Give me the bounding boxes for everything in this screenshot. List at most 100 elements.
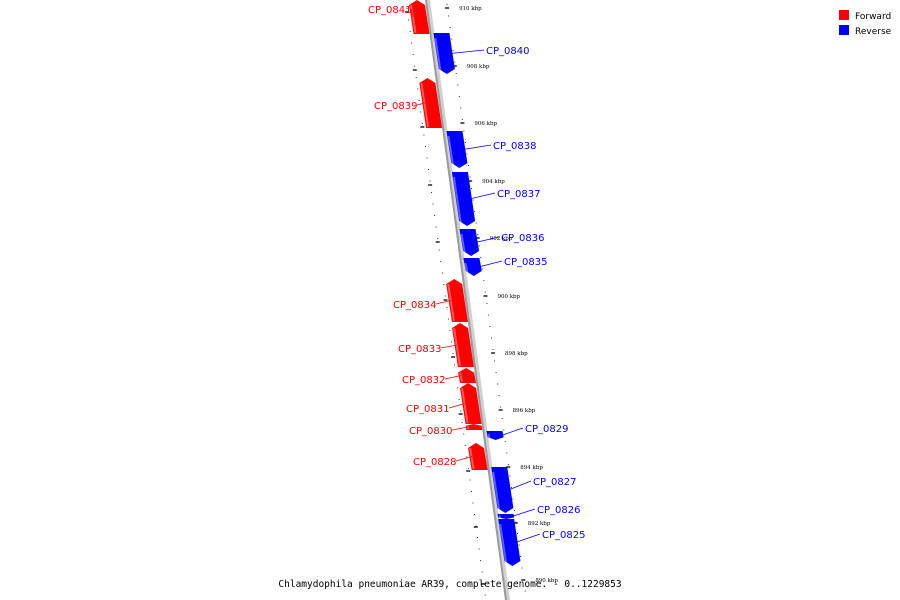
gene-label-cp-0839[interactable]: CP_0839 [374,101,417,112]
minor-tick-right [515,521,517,523]
minor-tick-left [444,295,446,297]
minor-tick-right [512,498,514,500]
minor-tick-right [497,383,499,385]
minor-tick-left [417,88,419,90]
minor-tick-right [495,372,497,373]
gene-highlight [492,471,501,513]
gene-highlight [453,327,461,367]
gene-label-cp-0836[interactable]: CP_0836 [501,233,544,244]
gene-label-cp-0827[interactable]: CP_0827 [533,477,576,488]
gene-highlight [459,372,464,383]
gene-label-cp-0841[interactable]: CP_0841 [368,5,411,16]
gene-cp-0834[interactable] [446,279,468,322]
gene-cp-0841[interactable] [409,0,430,34]
minor-tick-right [517,533,519,534]
gene-highlight [464,262,469,276]
minor-tick-right [487,314,489,316]
gene-cp-0830[interactable] [465,424,483,430]
minor-tick-left [429,180,431,182]
minor-tick-left [483,583,485,584]
gene-cp-0840[interactable] [433,33,455,74]
minor-tick-right [477,234,479,235]
gene-label-cp-0831[interactable]: CP_0831 [406,404,449,415]
gene-cp-0825[interactable] [498,519,521,566]
minor-tick-left [460,410,462,412]
gene-leader-line [455,456,472,462]
gene-cp-0835[interactable] [463,258,482,276]
minor-tick-right [501,418,503,419]
minor-tick-right [484,291,486,293]
gene-cp-0833[interactable] [452,323,474,367]
minor-tick-left [443,284,445,285]
gene-label-cp-0825[interactable]: CP_0825 [542,530,585,541]
gene-cp-0838[interactable] [446,131,468,168]
gene-cp-0836[interactable] [459,229,480,256]
minor-tick-left [424,146,426,147]
minor-tick-right [463,130,465,132]
gene-leader-line [416,102,425,106]
gene-cp-0832[interactable] [458,368,477,383]
minor-tick-left [438,249,440,251]
gene-label-cp-0840[interactable]: CP_0840 [486,46,529,57]
minor-tick-right [460,107,462,109]
minor-tick-left [412,54,414,55]
minor-tick-left [461,422,463,423]
minor-tick-left [427,169,429,170]
gene-label-cp-0834[interactable]: CP_0834 [393,300,436,311]
gene-leader-line [448,403,465,409]
gene-label-cp-0826[interactable]: CP_0826 [537,505,580,516]
minor-tick-left [484,594,486,596]
gene-cp-0826[interactable] [497,514,515,519]
minor-tick-right [471,188,473,189]
gene-label-cp-0838[interactable]: CP_0838 [493,141,536,152]
gene-label-cp-0829[interactable]: CP_0829 [525,424,568,435]
gene-highlight [420,82,430,128]
gene-label-cp-0837[interactable]: CP_0837 [497,189,540,200]
gene-cp-0827[interactable] [491,467,514,513]
gene-label-cp-0828[interactable]: CP_0828 [413,457,456,468]
legend: Forward Reverse [839,10,892,37]
gene-leader-line [451,426,468,431]
minor-tick-left [481,571,483,573]
gene-cp-0837[interactable] [451,172,476,226]
minor-tick-left [447,318,449,320]
gene-leader-line [444,375,462,380]
minor-tick-right [469,176,471,178]
minor-tick-right [494,360,496,362]
minor-tick-left [421,123,423,124]
gene-leader-line [511,508,536,517]
minor-tick-right [458,96,460,97]
minor-tick-right [521,567,523,569]
gene-label-cp-0835[interactable]: CP_0835 [504,257,547,268]
kbp-tick-label: 902 kbp [490,236,513,242]
minor-tick-right [492,349,494,350]
minor-tick-left [470,491,472,492]
minor-tick-right [518,544,520,546]
gene-cp-0839[interactable] [419,78,443,128]
minor-tick-right [461,119,463,120]
gene-cp-0828[interactable] [468,443,488,470]
minor-tick-left [457,387,459,389]
minor-tick-left [418,100,420,101]
minor-tick-right [446,4,448,5]
minor-tick-left [432,203,434,205]
gene-cp-0829[interactable] [486,431,504,440]
minor-tick-left [475,525,477,527]
minor-tick-left [441,272,443,274]
minor-tick-right [467,165,469,166]
kbp-tick-label: 906 kbp [474,121,497,127]
gene-layer [409,0,521,566]
kbp-tick-label: 896 kbp [513,408,536,414]
gene-label-cp-0833[interactable]: CP_0833 [398,344,441,355]
gene-label-cp-0832[interactable]: CP_0832 [402,375,445,386]
gene-highlight [461,387,469,424]
minor-tick-left [452,353,454,354]
gene-leader-line [478,260,503,268]
minor-tick-right [489,326,491,327]
gene-leader-line [500,427,524,436]
kbp-tick-label: 904 kbp [482,179,505,185]
gene-label-cp-0830[interactable]: CP_0830 [409,426,452,437]
minor-tick-right [481,268,483,270]
gene-leader-line [450,49,485,54]
gene-cp-0831[interactable] [460,383,482,424]
